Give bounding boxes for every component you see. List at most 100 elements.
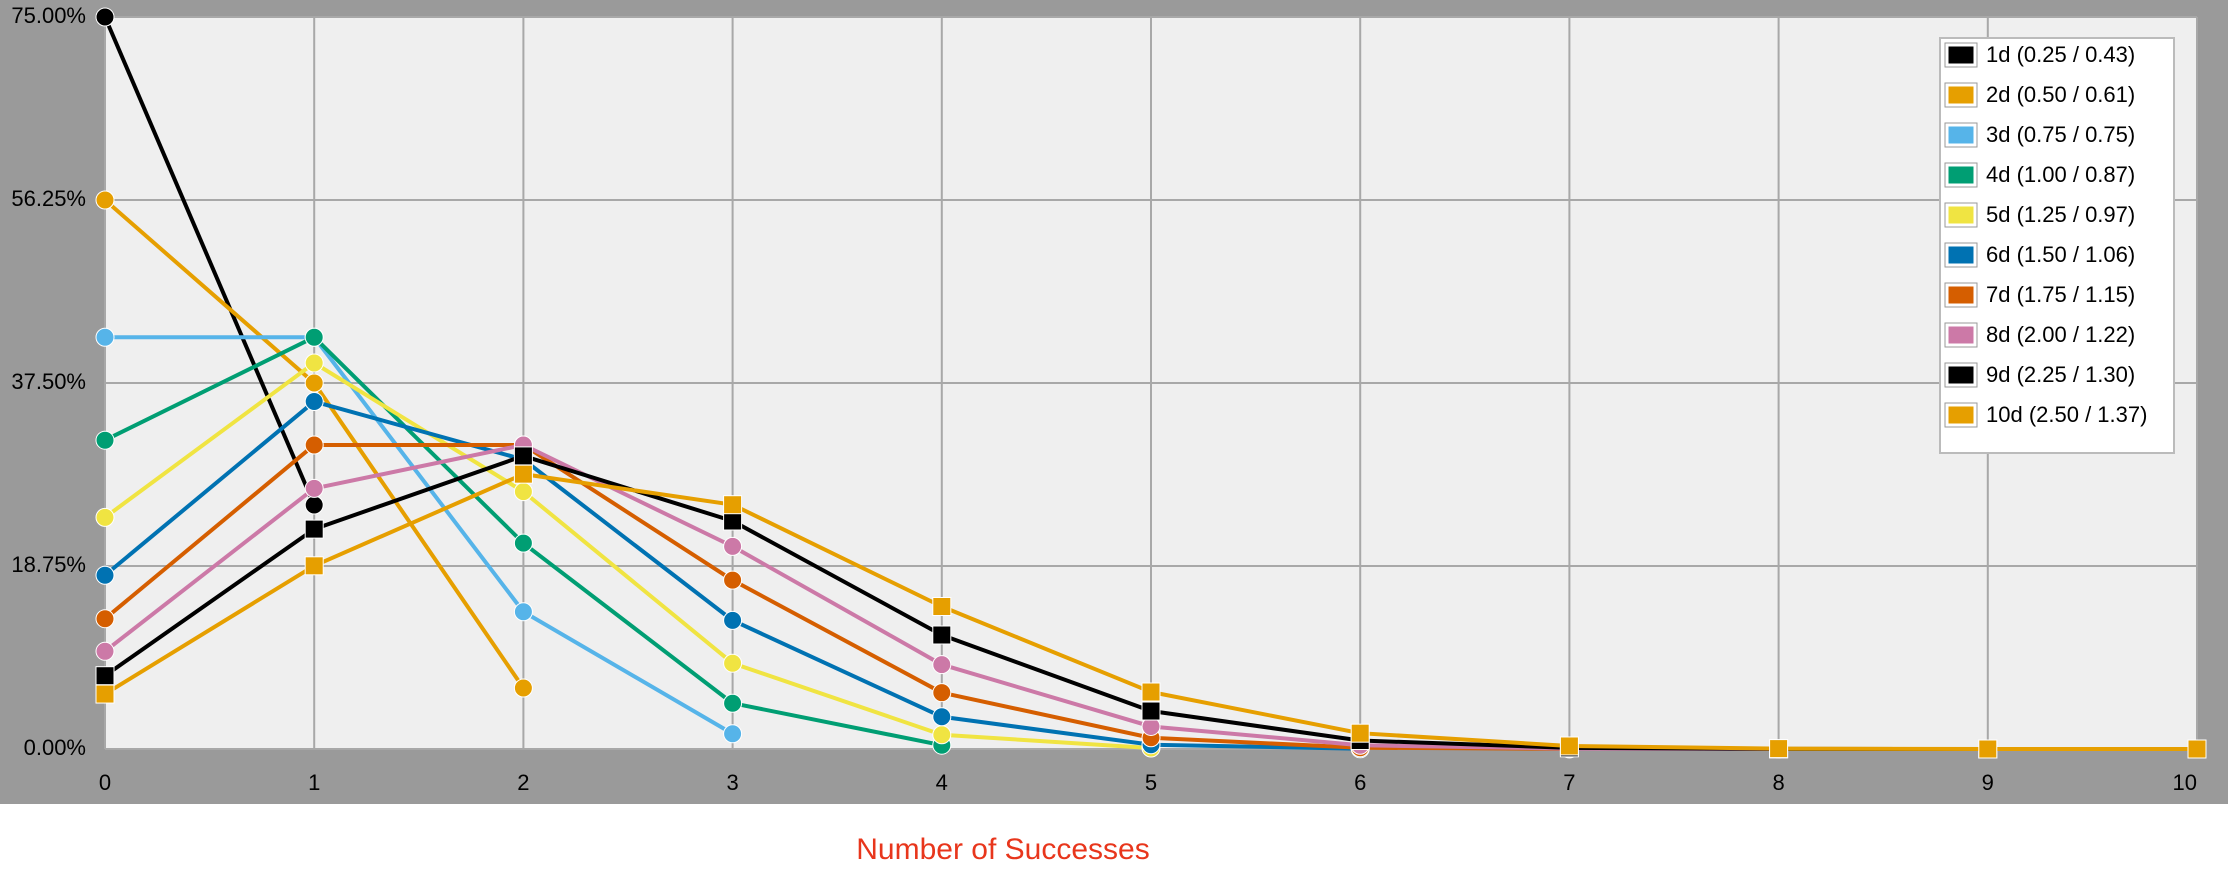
legend-swatch <box>1945 43 1977 67</box>
legend-swatch-border <box>1944 202 1978 228</box>
marker <box>95 430 115 450</box>
y-tick-label: 37.50% <box>11 369 86 394</box>
legend-swatch-border <box>1944 162 1978 188</box>
x-tick-label: 6 <box>1354 770 1366 795</box>
legend-swatch <box>1945 243 1977 267</box>
y-tick-label: 18.75% <box>11 552 86 577</box>
legend-swatch <box>1945 363 1977 387</box>
x-tick-label: 7 <box>1563 770 1575 795</box>
series-line <box>105 335 734 736</box>
marker <box>95 666 115 686</box>
marker <box>304 392 324 412</box>
legend-swatch <box>1945 323 1977 347</box>
marker <box>932 625 952 645</box>
x-tick-label: 9 <box>1982 770 1994 795</box>
marker <box>513 602 533 622</box>
legend-swatch-border <box>1944 322 1978 348</box>
marker <box>723 495 743 515</box>
marker <box>95 507 115 527</box>
marker <box>304 353 324 373</box>
marker <box>513 482 533 502</box>
legend-swatch-border <box>1944 82 1978 108</box>
marker <box>95 327 115 347</box>
marker <box>95 609 115 629</box>
legend-label: 6d (1.50 / 1.06) <box>1986 242 2135 267</box>
y-tick-label: 56.25% <box>11 186 86 211</box>
legend-label: 7d (1.75 / 1.15) <box>1986 282 2135 307</box>
legend-label: 9d (2.25 / 1.30) <box>1986 362 2135 387</box>
series-line <box>103 442 1570 751</box>
marker <box>304 435 324 455</box>
marker <box>95 190 115 210</box>
marker <box>723 536 743 556</box>
marker <box>304 373 324 393</box>
legend-label: 10d (2.50 / 1.37) <box>1986 402 2147 427</box>
legend-swatch-border <box>1944 242 1978 268</box>
marker <box>723 570 743 590</box>
marker <box>932 655 952 675</box>
legend-label: 4d (1.00 / 0.87) <box>1986 162 2135 187</box>
marker <box>723 653 743 673</box>
marker <box>95 641 115 661</box>
x-axis-label: Number of Successes <box>856 833 1149 866</box>
marker <box>304 556 324 576</box>
x-tick-label: 2 <box>517 770 529 795</box>
legend-swatch <box>1945 403 1977 427</box>
marker <box>304 495 324 515</box>
marker <box>1350 723 1370 743</box>
legend-swatch <box>1945 123 1977 147</box>
marker <box>304 478 324 498</box>
x-tick-label: 10 <box>2173 770 2197 795</box>
marker <box>513 464 533 484</box>
legend-label: 1d (0.25 / 0.43) <box>1986 42 2135 67</box>
marker <box>513 678 533 698</box>
marker <box>723 610 743 630</box>
marker <box>1978 739 1998 759</box>
legend-swatch <box>1945 203 1977 227</box>
marker <box>95 7 115 27</box>
marker <box>723 724 743 744</box>
marker <box>932 725 952 745</box>
legend-swatch-border <box>1944 402 1978 428</box>
marker <box>95 684 115 704</box>
marker <box>1769 739 1789 759</box>
marker <box>513 533 533 553</box>
marker <box>932 597 952 617</box>
legend-label: 2d (0.50 / 0.61) <box>1986 82 2135 107</box>
legend-label: 8d (2.00 / 1.22) <box>1986 322 2135 347</box>
legend <box>1939 37 2175 454</box>
legend-swatch-border <box>1944 42 1978 68</box>
marker <box>1141 701 1161 721</box>
x-tick-label: 0 <box>99 770 111 795</box>
x-tick-label: 8 <box>1772 770 1784 795</box>
marker <box>932 683 952 703</box>
marker <box>95 565 115 585</box>
series-line <box>103 360 1152 751</box>
marker <box>304 327 324 347</box>
legend-label: 3d (0.75 / 0.75) <box>1986 122 2135 147</box>
marker <box>723 511 743 531</box>
legend-swatch <box>1945 83 1977 107</box>
legend-swatch-border <box>1944 362 1978 388</box>
legend-swatch-border <box>1944 282 1978 308</box>
marker <box>1141 682 1161 702</box>
marker <box>2187 739 2207 759</box>
series-line <box>103 16 317 506</box>
marker <box>723 693 743 713</box>
marker <box>513 446 533 466</box>
legend-swatch-border <box>1944 122 1978 148</box>
legend-swatch <box>1945 283 1977 307</box>
x-tick-label: 4 <box>936 770 948 795</box>
x-tick-label: 3 <box>726 770 738 795</box>
y-tick-label: 75.00% <box>11 3 86 28</box>
marker <box>1559 736 1579 756</box>
x-tick-label: 1 <box>308 770 320 795</box>
y-tick-label: 0.00% <box>24 735 86 760</box>
marker <box>304 519 324 539</box>
legend-label: 5d (1.25 / 0.97) <box>1986 202 2135 227</box>
legend-swatch <box>1945 163 1977 187</box>
marker <box>932 707 952 727</box>
x-tick-label: 5 <box>1145 770 1157 795</box>
